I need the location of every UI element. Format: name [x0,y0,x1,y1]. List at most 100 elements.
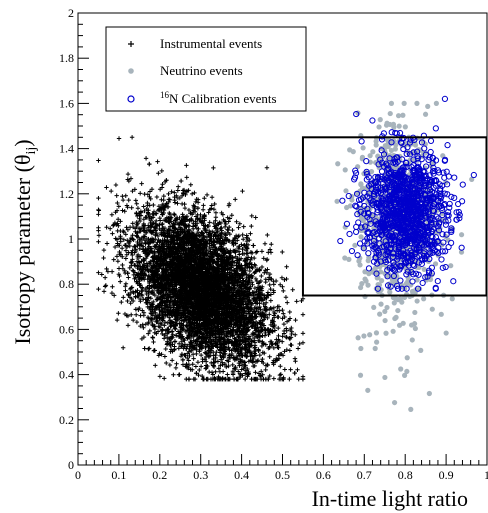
data-point [145,200,150,206]
data-point [114,317,120,323]
data-point [150,211,156,217]
data-point [284,264,289,270]
data-point [242,376,248,382]
data-point [176,341,182,346]
data-point [175,201,180,206]
data-point [209,370,215,375]
data-point [129,205,134,210]
data-point [244,245,250,251]
data-point [125,271,131,276]
data-point [199,373,205,379]
data-point [186,207,192,213]
data-point [141,325,146,330]
data-point [233,197,238,202]
data-point [258,376,264,382]
data-point [267,373,272,379]
data-point [263,268,268,273]
data-point [284,328,289,334]
data-point [280,249,285,255]
data-point [284,335,289,340]
data-point [143,322,148,327]
data-point [115,258,121,264]
data-point [293,317,298,323]
data-point [118,219,123,224]
data-point [230,362,235,368]
data-point [204,230,209,235]
data-point [125,323,131,328]
data-point [114,193,119,198]
data-point [172,190,177,195]
data-point [176,184,181,189]
data-point [184,361,189,367]
data-point [278,372,284,377]
data-point [297,341,302,347]
data-point [157,351,162,356]
data-point [127,225,133,230]
data-point [152,324,158,329]
data-point [292,356,298,361]
data-point [123,281,129,286]
data-point [192,190,197,196]
data-point [300,340,306,345]
data-point [101,289,107,294]
data-point [116,136,122,141]
data-point [182,205,188,211]
data-point [176,346,182,351]
data-point [129,135,135,140]
data-point [288,367,293,372]
data-point [287,348,293,353]
data-point [109,212,115,217]
data-point [209,195,215,200]
data-point [267,282,272,288]
data-point [230,227,235,233]
data-point [262,241,268,246]
data-point [116,266,122,271]
data-point [96,270,101,275]
data-point [203,366,208,371]
data-point [300,312,306,317]
data-point [116,311,121,316]
data-point [96,225,101,230]
data-point [193,199,198,205]
data-point [224,364,229,370]
data-point [109,290,115,296]
data-point [134,319,140,325]
data-point [96,208,102,213]
data-point [263,367,268,373]
data-point [130,252,135,258]
data-point [222,224,228,230]
data-point [259,369,264,374]
data-point [249,213,254,219]
data-point [161,193,166,199]
data-point [141,204,146,209]
data-point [119,299,124,305]
data-point [125,171,131,177]
data-point [161,336,167,341]
data-point [254,249,260,254]
data-point [220,362,225,368]
data-point [171,372,176,378]
data-point [211,165,216,171]
data-point [114,254,120,259]
data-point [133,312,139,317]
data-point [249,223,254,229]
data-point [111,293,117,298]
data-point [159,168,165,174]
data-point [151,339,156,345]
data-point [128,176,134,181]
data-point [193,364,199,369]
data-point [111,257,116,262]
data-point [280,307,285,313]
data-point [146,346,151,352]
data-point [288,342,293,348]
data-point [283,295,289,300]
data-point [116,204,122,209]
data-point [218,363,223,368]
data-point [258,307,263,312]
data-point [153,233,158,238]
data-point [265,232,270,238]
data-point [162,376,167,381]
data-point [207,220,212,225]
data-point [173,365,179,371]
